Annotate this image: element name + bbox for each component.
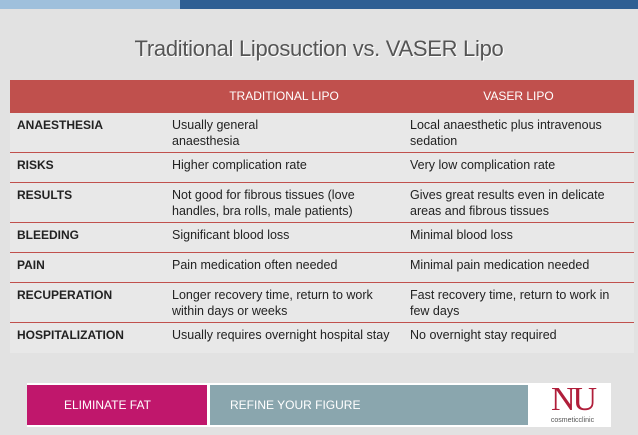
vaser-cell: Minimal pain medication needed (403, 252, 634, 283)
table-row: RECUPERATION Longer recovery time, retur… (10, 282, 634, 323)
table-row: HOSPITALIZATION Usually requires overnig… (10, 322, 634, 353)
row-label: HOSPITALIZATION (10, 322, 165, 353)
vaser-cell: Local anaesthetic plus intravenous sedat… (403, 112, 634, 153)
nu-logo: NU cosmeticclinic (534, 383, 611, 427)
traditional-cell: Not good for fibrous tissues (love handl… (165, 182, 403, 223)
row-label: RESULTS (10, 182, 165, 223)
logo-subtitle: cosmeticclinic (550, 417, 595, 424)
logo-mark: NU (550, 381, 597, 418)
refine-figure-banner: REFINE YOUR FIGURE (210, 385, 528, 425)
vaser-cell: No overnight stay required (403, 322, 634, 353)
footer-banner: ELIMINATE FAT REFINE YOUR FIGURE NU cosm… (27, 383, 611, 427)
header-traditional: TRADITIONAL LIPO (165, 80, 403, 113)
row-label: RECUPERATION (10, 282, 165, 323)
table-row: PAIN Pain medication often needed Minima… (10, 252, 634, 283)
header-empty (10, 80, 165, 113)
table-header-row: TRADITIONAL LIPO VASER LIPO (10, 80, 634, 113)
comparison-table: TRADITIONAL LIPO VASER LIPO ANAESTHESIA … (10, 80, 634, 353)
vaser-cell: Minimal blood loss (403, 222, 634, 253)
eliminate-fat-banner: ELIMINATE FAT (27, 385, 207, 425)
traditional-cell: Usually general anaesthesia (165, 112, 403, 153)
vaser-cell: Very low complication rate (403, 152, 634, 183)
header-vaser: VASER LIPO (403, 80, 634, 113)
row-label: ANAESTHESIA (10, 112, 165, 153)
vaser-cell: Gives great results even in delicate are… (403, 182, 634, 223)
traditional-cell: Significant blood loss (165, 222, 403, 253)
row-label: BLEEDING (10, 222, 165, 253)
traditional-cell: Higher complication rate (165, 152, 403, 183)
row-label: PAIN (10, 252, 165, 283)
traditional-cell: Longer recovery time, return to work wit… (165, 282, 403, 323)
row-label: RISKS (10, 152, 165, 183)
page-title: Traditional Liposuction vs. VASER Lipo (134, 36, 504, 61)
top-bar-light (0, 0, 180, 9)
table-row: BLEEDING Significant blood loss Minimal … (10, 222, 634, 253)
top-bar-dark (180, 0, 638, 9)
table-row: ANAESTHESIA Usually general anaesthesia L… (10, 112, 634, 153)
traditional-cell: Usually requires overnight hospital stay (165, 322, 403, 353)
table-row: RISKS Higher complication rate Very low … (10, 152, 634, 183)
table-row: RESULTS Not good for fibrous tissues (lo… (10, 182, 634, 223)
traditional-cell: Pain medication often needed (165, 252, 403, 283)
vaser-cell: Fast recovery time, return to work in fe… (403, 282, 634, 323)
